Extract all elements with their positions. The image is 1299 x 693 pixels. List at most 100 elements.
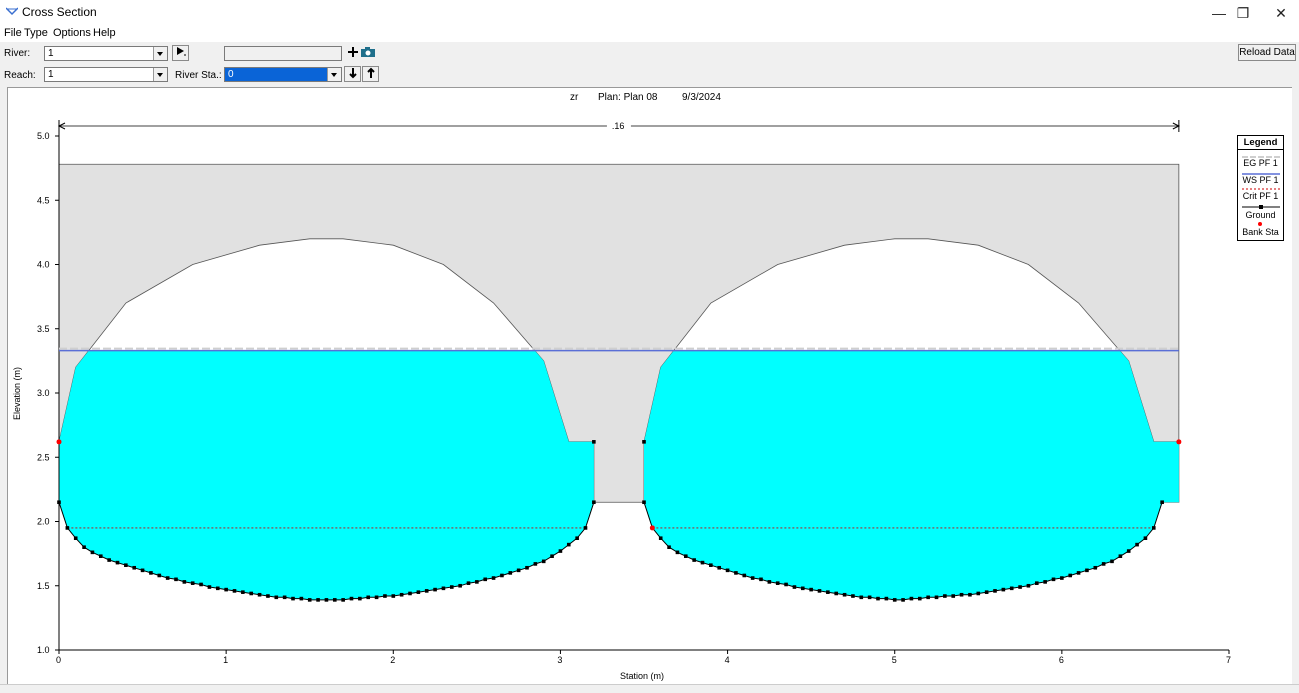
restore-button[interactable]: ❐ — [1236, 5, 1250, 21]
ground-left-point — [349, 596, 354, 601]
chart-title-date: 9/3/2024 — [682, 92, 721, 103]
ground-left-point — [65, 526, 70, 530]
ground-left-point — [73, 536, 78, 541]
ground-right-point — [809, 587, 813, 592]
ground-left-point — [399, 592, 404, 597]
ground-left-point — [408, 591, 412, 596]
legend-entry-bank-sta: Bank Sta — [1242, 227, 1279, 237]
water-fill-left-opening — [59, 350, 594, 600]
title-bar: Cross Section — ❐ ✕ — [0, 0, 1299, 26]
ground-left-point — [299, 596, 304, 601]
ground-left-point — [592, 500, 596, 505]
ground-right-point — [1085, 568, 1089, 573]
ground-right-point — [1068, 573, 1073, 578]
play-button[interactable] — [172, 45, 189, 61]
ground-left-point — [541, 559, 546, 564]
ground-right-point — [1034, 581, 1039, 585]
reach-select[interactable]: 1 — [44, 67, 168, 82]
window-title: Cross Section — [22, 5, 97, 19]
manning-left-arrow — [57, 122, 66, 130]
ground-right-point — [1135, 542, 1139, 547]
manning-label: .16 — [612, 121, 625, 131]
ground-right-point — [876, 596, 880, 601]
ground-left-point — [533, 562, 538, 566]
ground-right-point — [1118, 554, 1123, 558]
ground-left-point — [190, 581, 195, 585]
ground-right-point — [1101, 562, 1106, 566]
ground-left-point — [266, 594, 270, 598]
ground-left-point — [525, 565, 529, 570]
ground-right-point — [725, 568, 730, 573]
chevron-down-icon — [327, 68, 341, 81]
legend-entry-eg: EG PF 1 — [1243, 158, 1278, 168]
ground-right-point — [1018, 585, 1022, 589]
bank-station-marker — [649, 525, 655, 531]
ground-left-point — [124, 563, 128, 567]
river-sta-select-value: 0 — [228, 69, 234, 80]
ground-left-point — [165, 576, 170, 580]
ground-right-point — [675, 550, 680, 555]
ground-right-point — [859, 595, 864, 600]
y-tick-label-5.0: 5.0 — [37, 131, 50, 141]
menu-file[interactable]: File — [4, 27, 22, 39]
close-button[interactable]: ✕ — [1275, 5, 1287, 21]
legend-entry-ws: WS PF 1 — [1242, 175, 1279, 185]
vertical-scrollbar[interactable] — [1292, 87, 1299, 684]
ground-right-point — [926, 595, 930, 600]
ground-left-point — [583, 526, 588, 530]
y-tick-label-4.5: 4.5 — [37, 195, 50, 205]
ground-left-point — [500, 573, 504, 578]
toolbar: River: 1 Reach: 1 River Sta.: 0 — [0, 42, 1299, 86]
reload-data-button[interactable]: Reload Data — [1238, 44, 1296, 61]
ground-left-point — [516, 568, 521, 573]
ground-left-point — [132, 565, 137, 570]
profile-field[interactable] — [224, 46, 342, 61]
ground-right-point — [750, 576, 755, 580]
camera-button[interactable] — [359, 46, 376, 62]
menu-type[interactable]: Type — [24, 27, 48, 39]
ground-right-point — [642, 500, 646, 505]
ground-left-point — [466, 581, 471, 585]
x-axis-label: Station (m) — [620, 671, 664, 681]
ground-left-point — [566, 542, 571, 547]
river-select[interactable]: 1 — [44, 46, 168, 61]
ground-right-point — [1060, 576, 1064, 580]
chart-legend: Legend EG PF 1 WS PF 1 Crit PF 1 Ground … — [1237, 135, 1284, 241]
ground-left-point — [449, 585, 454, 589]
horizontal-scrollbar[interactable] — [0, 684, 1299, 693]
legend-entry-ground: Ground — [1245, 210, 1276, 220]
ground-right-point — [784, 582, 788, 587]
minimize-button[interactable]: — — [1212, 5, 1226, 21]
river-label: River: — [4, 48, 31, 59]
ground-left-point — [157, 573, 162, 578]
next-station-down-button[interactable] — [344, 66, 361, 82]
x-tick-label-2: 2 — [390, 655, 395, 665]
menu-help[interactable]: Help — [93, 27, 116, 39]
ground-right-point — [1151, 526, 1156, 530]
ground-left-point — [107, 558, 111, 562]
bank-station-marker — [56, 439, 62, 445]
ground-left-point — [291, 596, 295, 601]
ground-right-point — [959, 592, 964, 597]
ground-right-point — [1026, 583, 1031, 588]
ground-left-point — [115, 560, 120, 565]
ground-left-point — [391, 594, 396, 598]
ground-left-point — [249, 591, 254, 596]
chevron-down-icon — [153, 47, 167, 60]
ground-right-point — [1009, 586, 1014, 591]
river-sta-select[interactable]: 0 — [224, 67, 342, 82]
ground-right-point — [775, 581, 780, 585]
next-station-up-button[interactable] — [362, 66, 379, 82]
chevron-down-icon — [153, 68, 167, 81]
menu-options[interactable]: Options — [53, 27, 91, 39]
add-button[interactable] — [344, 46, 361, 62]
legend-swatch-bank-sta — [1258, 222, 1262, 226]
wall-corner-point — [642, 440, 646, 444]
legend-title: Legend — [1238, 137, 1283, 150]
ground-left-point — [366, 595, 371, 600]
ground-right-point — [759, 577, 763, 582]
ground-left-point — [215, 586, 220, 591]
manning-label-bg — [606, 120, 631, 132]
ground-left-point — [316, 598, 320, 602]
